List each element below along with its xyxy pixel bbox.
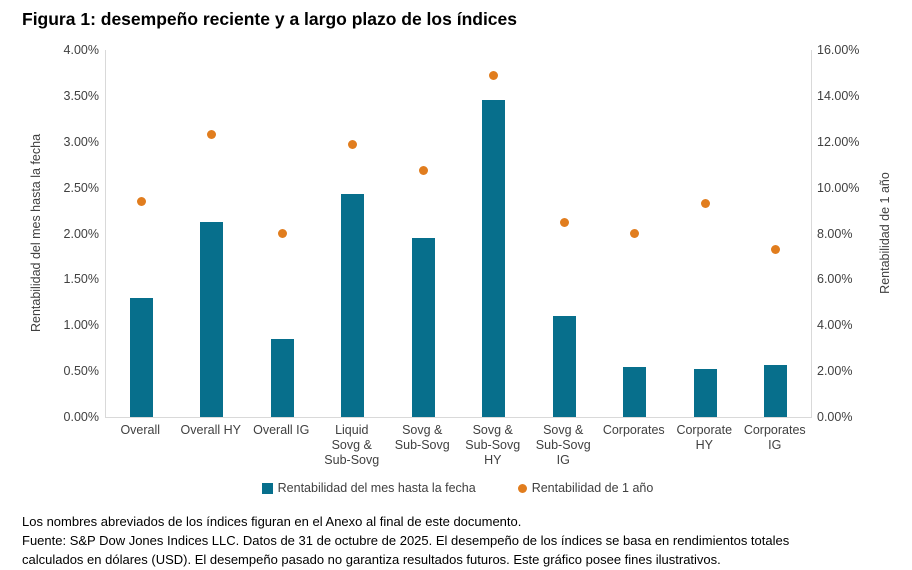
dot-corporates-ig (771, 245, 781, 255)
x-label-overall: Overall (120, 423, 161, 437)
right-axis-tick-label: 6.00% (817, 272, 853, 287)
dot-series-marker-icon (517, 483, 527, 493)
legend-item-month-to-date: Rentabilidad del mes hasta la fecha (261, 481, 476, 495)
right-axis-tick-label: 10.00% (817, 180, 860, 195)
x-label-sovg-sub-sovg: Sovg & Sub-Sovg (394, 423, 450, 452)
right-axis-tick-label: 16.00% (817, 43, 860, 57)
legend-label: Rentabilidad del mes hasta la fecha (277, 481, 476, 495)
bar-corporate-hy (693, 369, 717, 417)
dot-sovg-sub-sovg (418, 165, 428, 175)
bar-sovg-sub-sovg (411, 238, 435, 417)
x-label-sovg-sub-sovg-hy: Sovg & Sub-Sovg HY (465, 423, 521, 467)
right-axis-tick-label: 8.00% (817, 226, 853, 241)
left-axis-tick-label: 1.50% (63, 272, 99, 287)
right-axis-title: Rentabilidad de 1 año (878, 172, 892, 294)
legend-label: Rentabilidad de 1 año (531, 481, 654, 495)
left-axis-title: Rentabilidad del mes hasta la fecha (29, 133, 43, 333)
bar-series-marker-icon (261, 482, 273, 494)
x-label-overall-ig: Overall IG (253, 423, 310, 437)
footer-notes: Los nombres abreviados de los índices fi… (22, 512, 894, 569)
dot-liquid-sovg-sub-sovg (348, 139, 358, 149)
left-axis-tick-label: 3.50% (63, 88, 99, 103)
dot-overall (136, 196, 146, 206)
dot-overall-ig (277, 229, 287, 238)
footer-line: calculados en dólares (USD). El desempeñ… (22, 552, 721, 567)
x-label-corporate-hy: Corporate HY (676, 423, 733, 452)
x-label-sovg-sub-sovg-ig: Sovg & Sub-Sovg IG (535, 423, 591, 467)
right-axis-tick-label: 2.00% (817, 364, 853, 379)
bar-corporates (623, 366, 647, 417)
left-axis-tick-label: 3.00% (63, 134, 99, 149)
figure-title: Figura 1: desempeño reciente y a largo p… (22, 9, 518, 29)
left-axis-tick-label: 0.50% (63, 364, 99, 379)
bar-corporates-ig (764, 364, 788, 417)
legend: Rentabilidad del mes hasta la fecha Rent… (105, 481, 810, 495)
bar-sovg-sub-sovg-hy (482, 100, 506, 417)
legend-item-one-year: Rentabilidad de 1 año (517, 481, 654, 495)
x-label-liquid-sovg-sub-sovg: Liquid Sovg & Sub-Sovg (324, 423, 380, 467)
right-axis-tick-label: 12.00% (817, 134, 860, 149)
dot-corporate-hy (700, 199, 710, 209)
left-axis-tick-label: 4.00% (63, 43, 99, 57)
x-label-corporates: Corporates (602, 423, 665, 437)
dot-overall-hy (207, 130, 217, 140)
bar-sovg-sub-sovg-ig (552, 316, 576, 417)
left-axis-tick-label: 1.00% (63, 318, 99, 333)
plot-area (105, 50, 812, 418)
left-axis-tick-label: 2.50% (63, 180, 99, 195)
left-axis-tick-label: 2.00% (63, 226, 99, 241)
bar-overall-ig (270, 339, 294, 417)
bar-overall (129, 297, 153, 417)
dot-sovg-sub-sovg-hy (489, 70, 499, 80)
dot-corporates (630, 229, 640, 238)
footer-line: Fuente: S&P Dow Jones Indices LLC. Datos… (22, 533, 790, 548)
right-axis-tick-label: 14.00% (817, 88, 860, 103)
x-label-corporates-ig: Corporates IG (743, 423, 806, 452)
right-axis-tick-label: 0.00% (817, 410, 853, 424)
x-label-overall-hy: Overall HY (180, 423, 241, 437)
bar-liquid-sovg-sub-sovg (341, 194, 365, 417)
left-axis-tick-label: 0.00% (63, 410, 99, 424)
footer-line: Los nombres abreviados de los índices fi… (22, 514, 522, 529)
bar-overall-hy (200, 222, 224, 417)
dot-sovg-sub-sovg-ig (559, 217, 569, 227)
right-axis-tick-label: 4.00% (817, 318, 853, 333)
